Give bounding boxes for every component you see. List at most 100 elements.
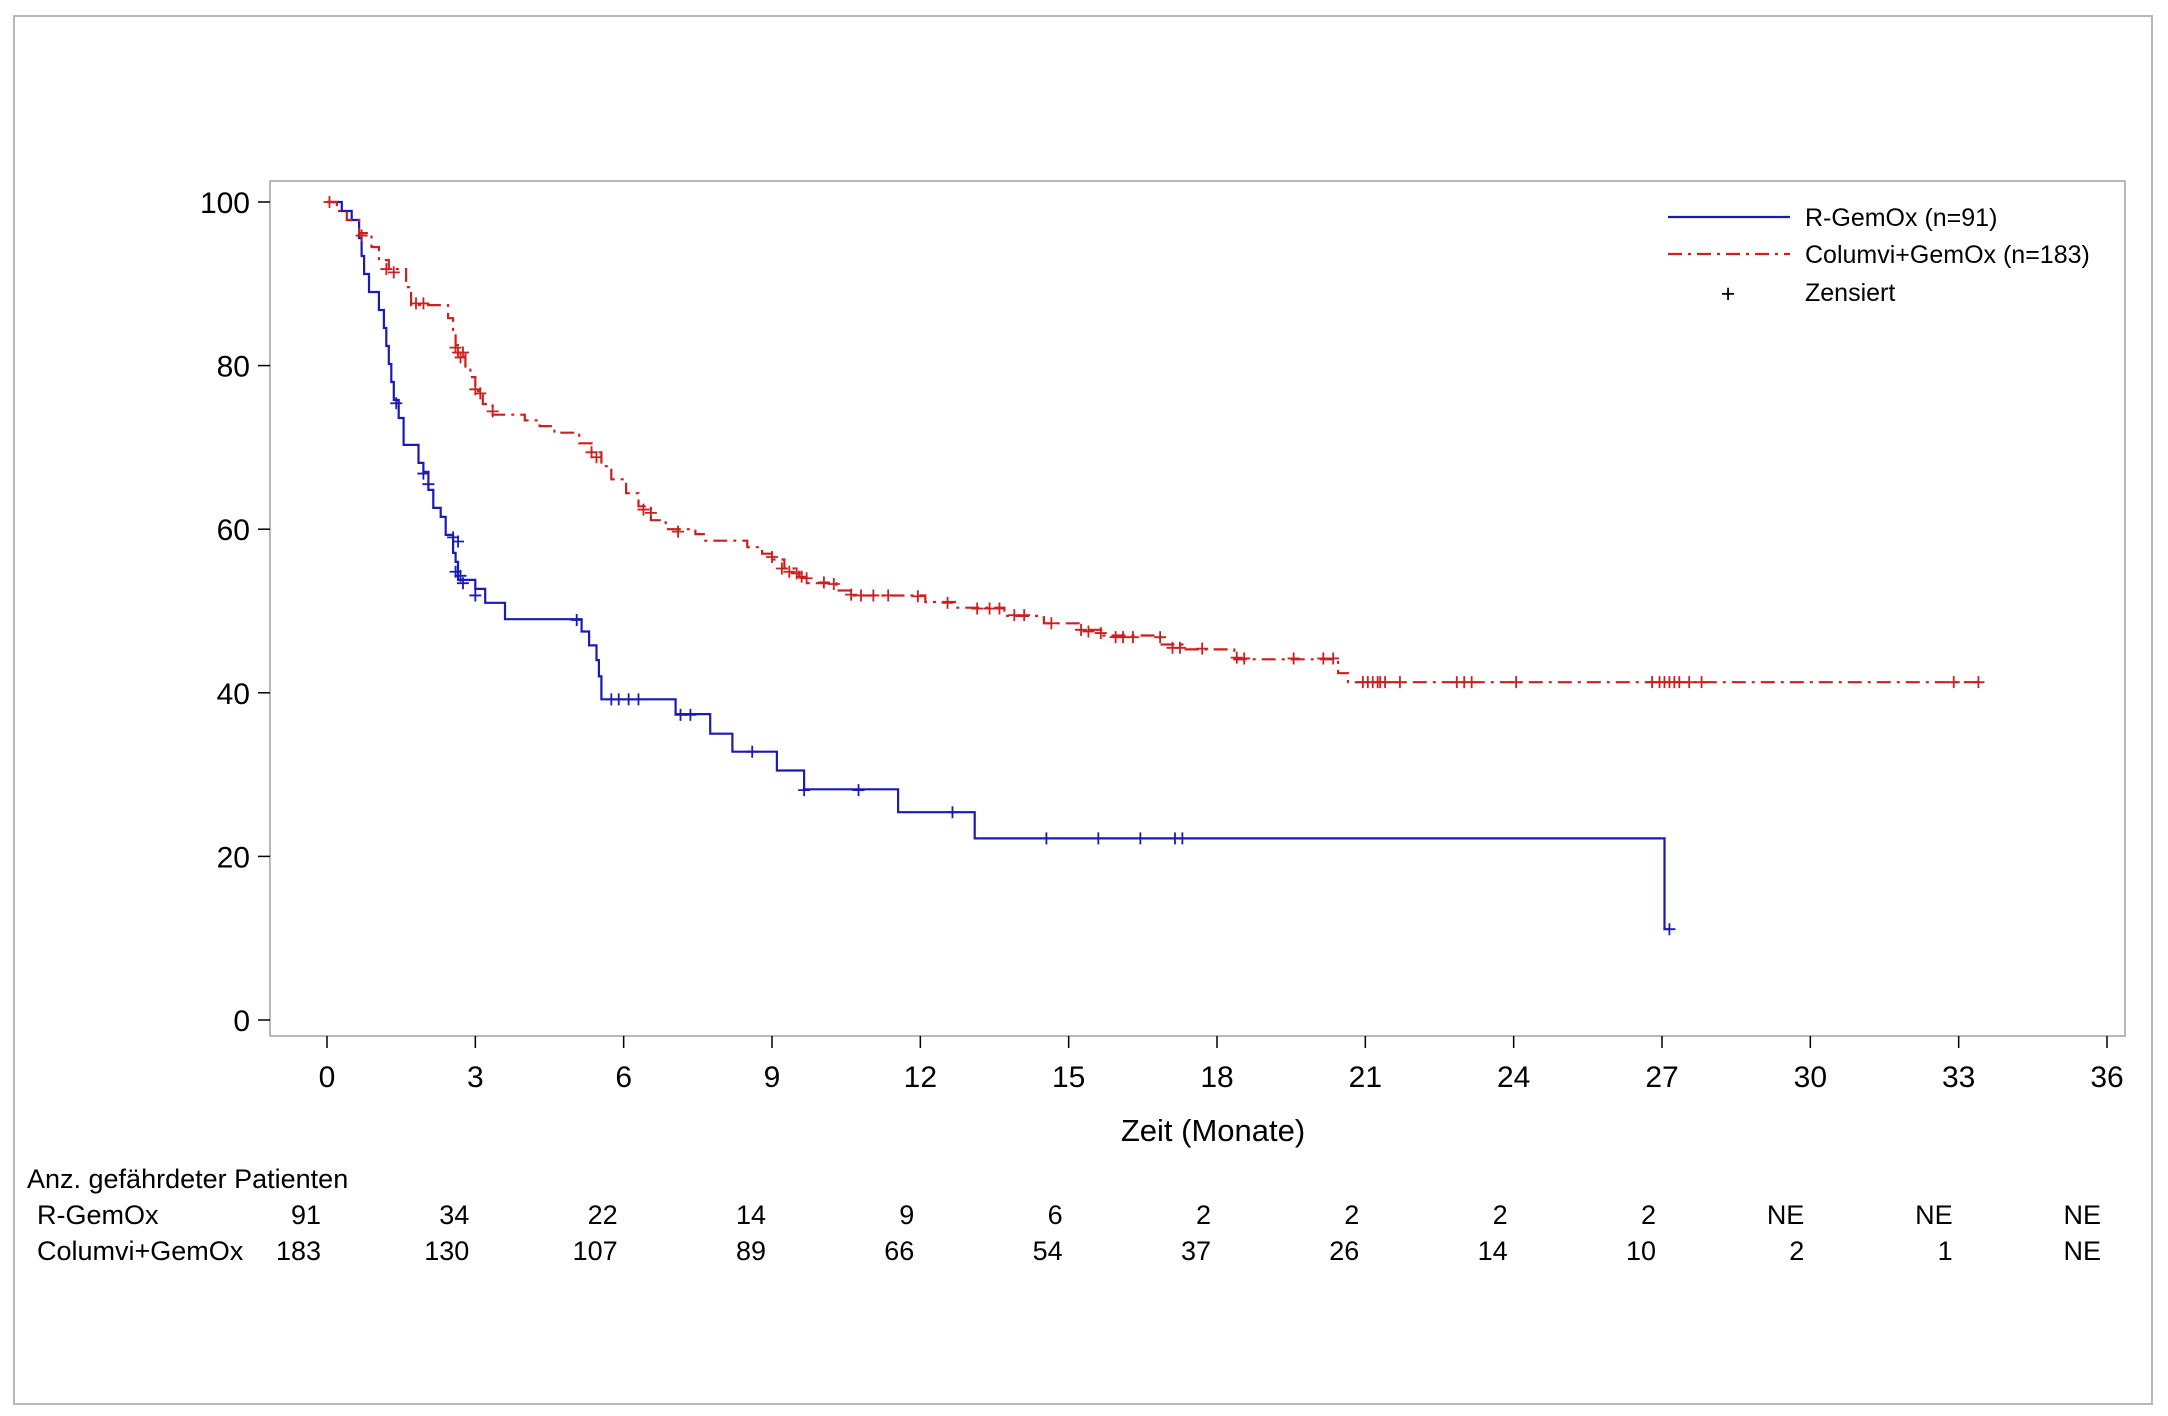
censor-mark-columvi-gemox — [672, 525, 685, 538]
x-tick-label: 30 — [1794, 1061, 1827, 1094]
risk-value-columvi-gemox: 130 — [424, 1236, 469, 1266]
survival-curve-r-gemox — [327, 200, 1670, 931]
y-tick-label: 100 — [200, 187, 250, 220]
risk-row-label-r-gemox: R-GemOx — [37, 1200, 159, 1230]
censor-marks — [323, 196, 1985, 936]
risk-value-columvi-gemox: 2 — [1789, 1236, 1804, 1266]
censor-mark-columvi-gemox — [1327, 652, 1340, 665]
legend-censor-symbol: + — [1721, 280, 1736, 308]
censor-mark-columvi-gemox — [800, 572, 813, 585]
censor-mark-columvi-gemox — [882, 589, 895, 602]
censor-mark-r-gemox — [417, 467, 430, 480]
censor-mark-columvi-gemox — [486, 405, 499, 418]
risk-value-columvi-gemox: 14 — [1478, 1236, 1508, 1266]
risk-value-r-gemox: 2 — [1196, 1200, 1211, 1230]
legend-label-r-gemox: R-GemOx (n=91) — [1805, 204, 1997, 232]
risk-table: Anz. gefährdeter Patienten R-GemOx Colum… — [27, 1164, 2101, 1266]
risk-value-r-gemox: 2 — [1641, 1200, 1656, 1230]
risk-value-r-gemox: NE — [1915, 1200, 1953, 1230]
censor-mark-columvi-gemox — [1154, 631, 1167, 644]
plot-frame — [269, 180, 2126, 1037]
censor-mark-columvi-gemox — [867, 589, 880, 602]
x-tick-label: 3 — [467, 1061, 484, 1094]
risk-row-label-columvi-gemox: Columvi+GemOx — [37, 1236, 244, 1266]
censor-mark-columvi-gemox — [456, 346, 469, 359]
x-axis: 0 3 6 9 12 15 18 21 24 27 30 33 36 — [319, 1036, 2124, 1094]
risk-value-columvi-gemox: NE — [2063, 1236, 2101, 1266]
x-tick-label: 18 — [1200, 1061, 1233, 1094]
x-tick-label: 0 — [319, 1061, 336, 1094]
censor-mark-columvi-gemox — [766, 551, 778, 564]
x-tick-label: 33 — [1942, 1061, 1975, 1094]
censor-mark-r-gemox — [852, 784, 865, 797]
censor-mark-columvi-gemox — [585, 446, 598, 459]
censor-mark-r-gemox — [632, 693, 645, 706]
censor-mark-columvi-gemox — [1173, 641, 1186, 654]
y-tick-label: 80 — [217, 351, 250, 384]
censor-mark-columvi-gemox — [1082, 625, 1095, 638]
risk-value-columvi-gemox: 37 — [1181, 1236, 1211, 1266]
censor-mark-columvi-gemox — [637, 503, 650, 516]
risk-value-columvi-gemox: 1 — [1938, 1236, 1953, 1266]
censor-mark-r-gemox — [570, 613, 583, 626]
x-axis-title: Zeit (Monate) — [1121, 1113, 1305, 1148]
risk-value-r-gemox: 34 — [439, 1200, 469, 1230]
censor-mark-columvi-gemox — [644, 506, 657, 519]
censor-mark-columvi-gemox — [387, 266, 400, 279]
censor-mark-columvi-gemox — [474, 387, 487, 400]
censor-mark-columvi-gemox — [1094, 627, 1107, 640]
censor-mark-columvi-gemox — [1045, 617, 1058, 630]
censor-mark-columvi-gemox — [795, 570, 808, 583]
censor-mark-r-gemox — [1092, 832, 1105, 845]
risk-value-r-gemox: 9 — [899, 1200, 914, 1230]
censor-mark-columvi-gemox — [775, 562, 788, 575]
censor-mark-r-gemox — [452, 535, 465, 548]
censor-mark-r-gemox — [684, 708, 697, 721]
censor-mark-columvi-gemox — [1018, 609, 1031, 622]
y-tick-label: 0 — [233, 1005, 250, 1038]
censor-mark-r-gemox — [946, 806, 959, 819]
censor-mark-columvi-gemox — [380, 263, 393, 276]
censor-mark-columvi-gemox — [590, 451, 603, 464]
figure-border — [13, 15, 2153, 1405]
censor-mark-r-gemox — [1176, 832, 1189, 845]
risk-value-r-gemox: 2 — [1493, 1200, 1508, 1230]
censor-mark-r-gemox — [469, 589, 482, 602]
censor-mark-r-gemox — [456, 577, 469, 590]
x-tick-label: 6 — [615, 1061, 632, 1094]
censor-mark-columvi-gemox — [1695, 676, 1708, 689]
risk-value-columvi-gemox: 89 — [736, 1236, 766, 1266]
x-tick-label: 12 — [904, 1061, 937, 1094]
censor-mark-r-gemox — [390, 397, 403, 410]
risk-value-r-gemox: 22 — [588, 1200, 618, 1230]
censor-mark-columvi-gemox — [1287, 652, 1300, 665]
censor-mark-columvi-gemox — [449, 341, 462, 354]
censor-mark-r-gemox — [454, 569, 467, 582]
x-tick-label: 24 — [1497, 1061, 1530, 1094]
censor-mark-columvi-gemox — [417, 297, 430, 310]
y-tick-label: 40 — [217, 678, 250, 711]
censor-mark-r-gemox — [746, 745, 759, 758]
y-tick-label: 60 — [217, 514, 250, 547]
risk-value-columvi-gemox: 10 — [1626, 1236, 1656, 1266]
censor-mark-columvi-gemox — [1465, 676, 1478, 689]
censor-mark-columvi-gemox — [1947, 676, 1960, 689]
censor-mark-columvi-gemox — [993, 602, 1006, 615]
risk-value-r-gemox: NE — [1767, 1200, 1805, 1230]
risk-table-title: Anz. gefährdeter Patienten — [27, 1164, 348, 1194]
x-tick-label: 15 — [1052, 1061, 1085, 1094]
y-tick-label: 20 — [217, 841, 250, 874]
censor-mark-columvi-gemox — [941, 596, 954, 609]
censor-mark-columvi-gemox — [454, 351, 467, 364]
censor-mark-columvi-gemox — [1075, 623, 1088, 636]
censor-mark-columvi-gemox — [827, 578, 840, 591]
y-axis: 0 20 40 60 80 100 — [200, 187, 270, 1038]
x-tick-label: 9 — [764, 1061, 781, 1094]
censor-mark-r-gemox — [1040, 832, 1053, 845]
censor-mark-columvi-gemox — [971, 602, 984, 615]
censor-mark-columvi-gemox — [1393, 676, 1406, 689]
censor-mark-columvi-gemox — [911, 590, 924, 603]
